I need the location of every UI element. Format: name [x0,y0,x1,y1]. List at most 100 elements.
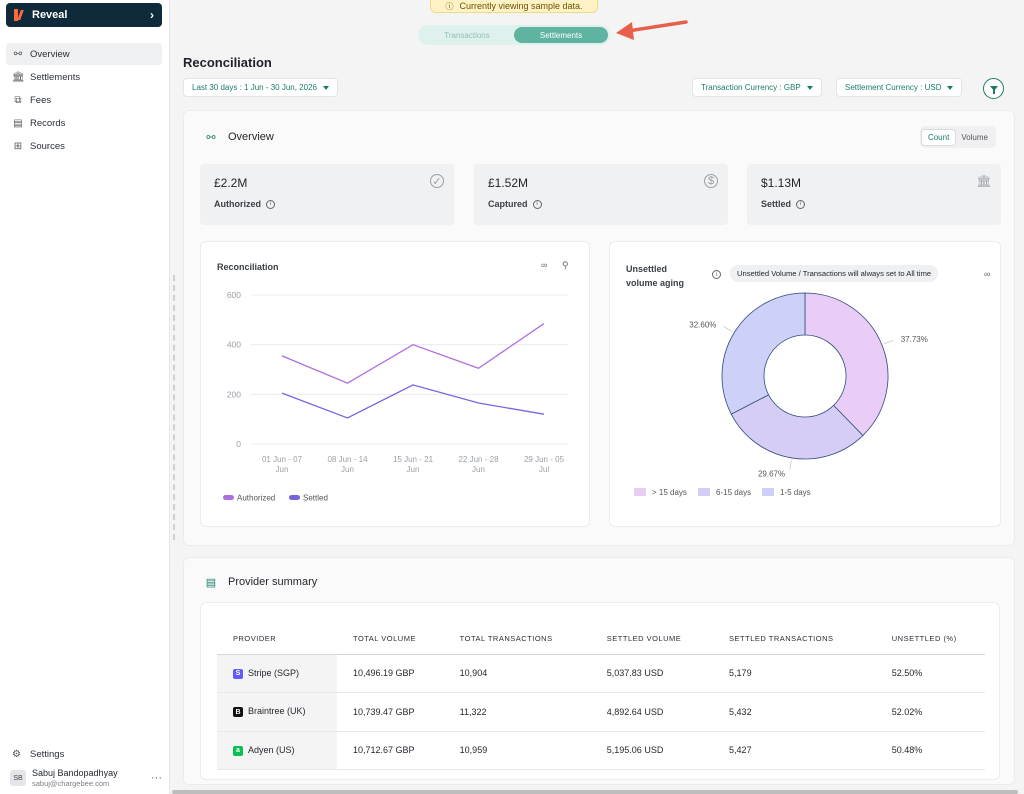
bank-icon: 🏛 [12,71,25,83]
cell-total-transactions: 10,904 [443,654,591,693]
provider-table-card: PROVIDER TOTAL VOLUME TOTAL TRANSACTIONS SE… [200,602,1000,780]
toggle-count[interactable]: Count [921,129,956,145]
check-circle-icon: ✓ [430,174,444,188]
avatar: SB [10,770,26,786]
info-icon[interactable]: i [712,270,721,279]
tab-transactions[interactable]: Transactions [444,30,490,40]
user-profile[interactable]: SB Sabuj Bandopadhyay sabuj@chargebee.co… [6,768,166,794]
provider-cell: S Stripe (SGP) [217,654,337,693]
provider-name: Braintree (UK) [248,706,306,717]
x-tick-label: 15 Jun - 21 Jun [393,455,434,474]
provider-summary-title: ▤ Provider summary [205,576,318,589]
cell-total-transactions: 11,322 [443,692,591,732]
count-volume-toggle: Count Volume [919,126,996,148]
sidebar-item-fees[interactable]: ⧉ Fees [6,89,162,111]
settings-label: Settings [30,748,65,760]
transaction-currency-label: Transaction Currency : GBP [701,83,801,92]
gear-icon: ⚙ [12,748,21,760]
stat-value: $1.13M [761,176,802,190]
cell-unsettled: 50.48% [875,731,985,770]
legend-label: 6-15 days [716,488,751,497]
cell-settled-volume: 5,195.06 USD [590,731,714,770]
cell-settled-transactions: 5,427 [713,731,876,770]
transaction-currency-dropdown[interactable]: Transaction Currency : GBP [692,78,822,97]
info-icon[interactable]: i [796,199,806,209]
donut-slice [804,292,889,437]
toggle-volume[interactable]: Volume [961,132,988,142]
sidebar-item-sources[interactable]: ⊞ Sources [6,136,162,158]
settlement-currency-label: Settlement Currency : USD [845,83,942,92]
reconciliation-chart-card: Reconciliation ∞ ⚲ 0 200 400 600 01 Jun - 07… [200,241,590,527]
table-row[interactable]: B Braintree (UK) 10,739.47 GBP 11,322 4,892.… [217,692,985,732]
bank-icon: 🏛 [976,174,992,188]
caret-down-icon [322,85,329,90]
table-row[interactable]: a Adyen (US) 10,712.67 GBP 10,959 5,195.06 U… [217,731,985,770]
workspace-switcher[interactable]: Reveal › [6,3,162,27]
x-tick-label: 01 Jun - 07 Jun [262,455,303,474]
legend-swatch [698,488,710,496]
settlement-currency-dropdown[interactable]: Settlement Currency : USD [836,78,963,97]
info-icon[interactable]: i [532,199,542,209]
slice-value-label: 29.67% [758,470,785,479]
cell-total-volume: 10,712.67 GBP [337,731,444,770]
sidebar-footer: ⚙ Settings SB Sabuj Bandopadhyay sabuj@c… [6,744,166,794]
sources-icon: ⊞ [13,141,23,153]
sidebar-item-settlements[interactable]: 🏛 Settlements [6,66,162,88]
caret-down-icon [806,85,813,90]
stat-value: £2.2M [214,176,248,190]
legend-label: 1-5 days [780,488,811,497]
link-icon[interactable]: ∞ [541,260,548,270]
date-range-dropdown[interactable]: Last 30 days : 1 Jun - 30 Jun, 2026 [183,78,338,97]
fees-icon: ⧉ [14,94,22,106]
overview-panel: ⚯ Overview Count Volume £2.2M Authorized… [183,110,1015,546]
sidebar-nav: ⚯ Overview 🏛 Settlements ⧉ Fees ▤ Records ⊞ Sourc… [6,43,162,159]
slice-value-label: 32.60% [689,321,716,330]
cell-settled-transactions: 5,432 [713,692,876,732]
column-header: TOTAL TRANSACTIONS [443,623,591,655]
more-options-icon[interactable]: ··· [151,772,162,784]
date-range-label: Last 30 days : 1 Jun - 30 Jun, 2026 [192,83,317,92]
banner-text: Currently viewing sample data. [459,1,583,11]
stat-label: Settled i [761,199,987,209]
reconciliation-chart-title: Reconciliation [217,262,279,272]
pin-icon[interactable]: ⚲ [561,260,569,270]
records-icon: ▤ [13,118,23,130]
info-icon: ⓘ [445,1,454,11]
column-header: TOTAL VOLUME [337,623,444,655]
all-time-notice: Unsettled Volume / Transactions will alw… [730,265,939,282]
cell-unsettled: 52.02% [875,692,985,732]
stat-value: £1.52M [488,176,529,190]
legend-label: Authorized [237,494,275,503]
overview-icon: ⚯ [13,48,23,60]
user-email: sabuj@chargebee.com [32,779,110,788]
provider-logo-icon: a [233,745,243,756]
sidebar-item-overview[interactable]: ⚯ Overview [6,43,162,65]
column-header: PROVIDER [217,623,337,655]
sidebar-item-label: Sources [30,141,65,153]
sidebar-item-settings[interactable]: ⚙ Settings [6,744,166,764]
provider-logo-icon: S [233,668,243,679]
info-icon[interactable]: i [266,199,275,209]
filter-button[interactable] [983,78,1004,99]
sidebar: Reveal › ⚯ Overview 🏛 Settlements ⧉ Fees ▤ Reco… [0,0,170,794]
cell-unsettled: 52.50% [875,654,985,693]
table-row[interactable]: S Stripe (SGP) 10,496.19 GBP 10,904 5,037.83… [217,654,985,693]
stat-label: Captured i [488,199,714,209]
legend-swatch [289,495,300,500]
sidebar-item-records[interactable]: ▤ Records [6,113,162,135]
cell-settled-volume: 4,892.64 USD [590,692,714,732]
provider-cell: B Braintree (UK) [217,692,337,732]
caret-down-icon [947,85,954,90]
column-header: UNSETTLED (%) [875,623,985,655]
legend-swatch [762,488,774,496]
sidebar-item-label: Records [30,118,66,130]
view-toggle: Transactions Settlements [418,25,610,45]
column-header: SETTLED TRANSACTIONS [713,623,876,655]
tab-settlements[interactable]: Settlements [514,27,608,43]
provider-cell: a Adyen (US) [217,731,337,770]
link-icon[interactable]: ∞ [984,269,991,279]
horizontal-scrollbar[interactable] [172,790,1018,794]
resize-handle[interactable] [173,275,176,540]
stat-label: Authorized i [214,199,440,209]
chevron-right-icon: › [150,8,154,22]
